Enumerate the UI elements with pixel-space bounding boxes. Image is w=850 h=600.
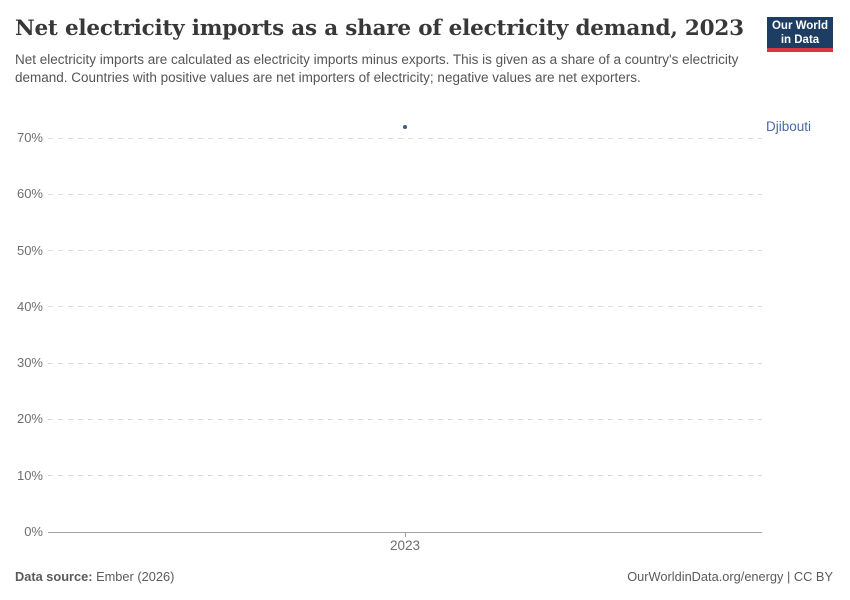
gridline xyxy=(48,475,762,477)
y-axis-tick-label: 10% xyxy=(16,467,43,483)
data-source-label: Data source: xyxy=(15,569,93,584)
gridline xyxy=(48,193,762,195)
entity-label-djibouti[interactable]: Djibouti xyxy=(766,118,812,134)
chart-header: Net electricity imports as a share of el… xyxy=(15,16,760,86)
data-source-note: Data source: Ember (2026) xyxy=(15,569,174,584)
license-label: CC BY xyxy=(793,569,833,584)
data-source-value: Ember (2026) xyxy=(96,569,175,584)
gridline xyxy=(48,250,762,252)
chart-footer: Data source: Ember (2026) OurWorldinData… xyxy=(15,569,833,584)
gridline xyxy=(48,418,762,420)
y-axis-tick-label: 60% xyxy=(16,186,43,202)
chart-title: Net electricity imports as a share of el… xyxy=(15,16,744,41)
owid-logo-line1: Our World xyxy=(771,20,828,32)
attribution-separator: | xyxy=(783,569,794,584)
y-axis-tick-label: 40% xyxy=(16,298,43,314)
gridline xyxy=(48,362,762,364)
y-axis-tick-label: 50% xyxy=(16,242,43,258)
attribution-note: OurWorldinData.org/energy | CC BY xyxy=(627,569,833,584)
y-axis-tick-label: 70% xyxy=(16,130,43,145)
chart-subtitle: Net electricity imports are calculated a… xyxy=(15,51,739,85)
y-axis-tick-label: 0% xyxy=(24,524,43,539)
owid-logo[interactable]: Our World in Data xyxy=(767,17,833,52)
x-axis-tick xyxy=(404,532,406,537)
owid-logo-line2: in Data xyxy=(780,34,820,46)
y-axis-tick-label: 20% xyxy=(16,411,43,427)
x-axis-tick-label: 2023 xyxy=(389,538,421,553)
data-point-djibouti[interactable] xyxy=(403,124,407,129)
owid-url-link[interactable]: OurWorldinData.org/energy xyxy=(627,569,784,584)
gridline xyxy=(48,306,762,308)
y-axis-tick-label: 30% xyxy=(16,355,43,371)
gridline xyxy=(48,137,762,139)
